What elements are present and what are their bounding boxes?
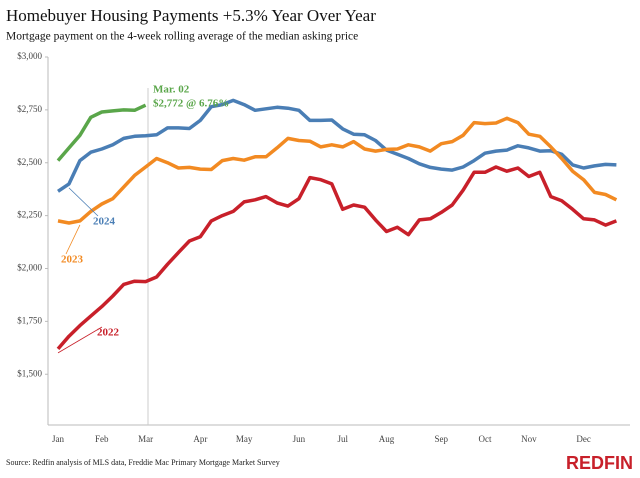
series-line — [56, 103, 147, 162]
source-note: Source: Redfin analysis of MLS data, Fre… — [6, 458, 280, 467]
series-line — [56, 165, 618, 351]
x-tick-label: Oct — [479, 434, 492, 444]
series-line — [57, 98, 617, 193]
x-tick-label: Nov — [521, 434, 537, 444]
leader-line — [68, 187, 99, 217]
series-line — [57, 116, 618, 225]
y-tick-label: $1,500 — [17, 368, 42, 378]
leader-line — [57, 326, 103, 354]
x-tick-label: Jun — [293, 434, 306, 444]
x-tick-label: Sep — [435, 434, 449, 444]
x-tick-label: Feb — [95, 434, 109, 444]
leader-line — [65, 224, 81, 255]
chart-subtitle: Mortgage payment on the 4-week rolling a… — [6, 31, 358, 43]
series-label: 2024 — [93, 216, 116, 228]
x-tick-label: Jul — [337, 434, 348, 444]
y-tick-label: $2,500 — [17, 157, 42, 167]
annotation: Mar. 02 — [153, 84, 190, 96]
annotation: $2,772 @ 6.76% — [153, 98, 229, 110]
y-tick-label: $3,000 — [17, 51, 42, 61]
y-tick-label: $1,750 — [17, 315, 42, 325]
y-tick-label: $2,250 — [17, 210, 42, 220]
x-tick-label: Mar — [138, 434, 153, 444]
series-label: 2022 — [97, 327, 120, 339]
logo: REDFIN — [566, 453, 633, 473]
x-tick-label: May — [236, 434, 253, 444]
x-tick-label: Jan — [52, 434, 64, 444]
x-tick-label: Dec — [576, 434, 591, 444]
y-tick-label: $2,000 — [17, 263, 42, 273]
x-tick-label: Apr — [193, 434, 207, 444]
series-label: 2023 — [61, 254, 84, 266]
chart-title: Homebuyer Housing Payments +5.3% Year Ov… — [6, 6, 376, 25]
x-tick-label: Aug — [379, 434, 395, 444]
y-tick-label: $2,750 — [17, 104, 42, 114]
